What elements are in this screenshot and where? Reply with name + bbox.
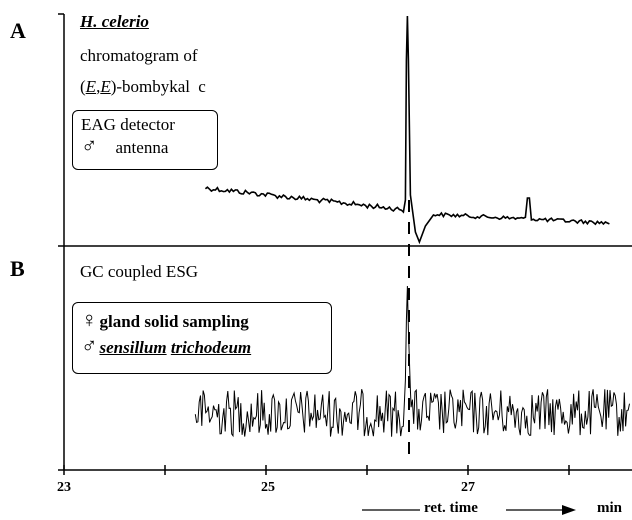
compound-e1: E (85, 77, 97, 96)
panel-b-letter: B (10, 256, 25, 281)
x-axis-ticks (63, 465, 570, 475)
compound-tag: c (198, 77, 206, 96)
x-tick-label: 23 (57, 480, 71, 495)
sensillum-label: sensillum (99, 338, 167, 357)
trichodeum-label: trichodeum (170, 338, 252, 357)
compound-e2: E (100, 77, 111, 96)
sampling-box: ♀ gland solid sampling ♂ sensillum trichod… (72, 302, 332, 374)
x-unit-label: min (597, 500, 623, 516)
panel-a-eag-trace (204, 15, 610, 245)
compound-comma: , (96, 77, 101, 96)
compound-label: (E,E)-bombykal c (80, 77, 206, 97)
compound-paren-open: ( (80, 77, 86, 96)
panel-b-title: GC coupled ESG (80, 262, 199, 281)
female-symbol-icon: ♀ (81, 307, 98, 332)
chromatogram-label: chromatogram of (80, 46, 198, 65)
x-tick-label: 27 (461, 480, 475, 495)
eag-detector-label: EAG detector (81, 115, 175, 134)
x-tick-label: 25 (261, 480, 275, 495)
compound-name: )-bombykal (110, 77, 191, 96)
panel-a-letter: A (10, 18, 26, 43)
panel-b-esg-trace (194, 285, 630, 438)
ret-time-arrowhead (562, 505, 576, 515)
species-name: H. celerio (80, 12, 149, 31)
ret-time-label: ret. time (424, 500, 478, 516)
male-symbol-icon: ♂ (81, 333, 98, 358)
antenna-label: antenna (115, 138, 169, 157)
eag-detector-box: EAG detector ♂ antenna (72, 110, 218, 170)
male-symbol-icon: ♂ (81, 133, 98, 158)
gland-sampling-label: gland solid sampling (99, 312, 249, 331)
